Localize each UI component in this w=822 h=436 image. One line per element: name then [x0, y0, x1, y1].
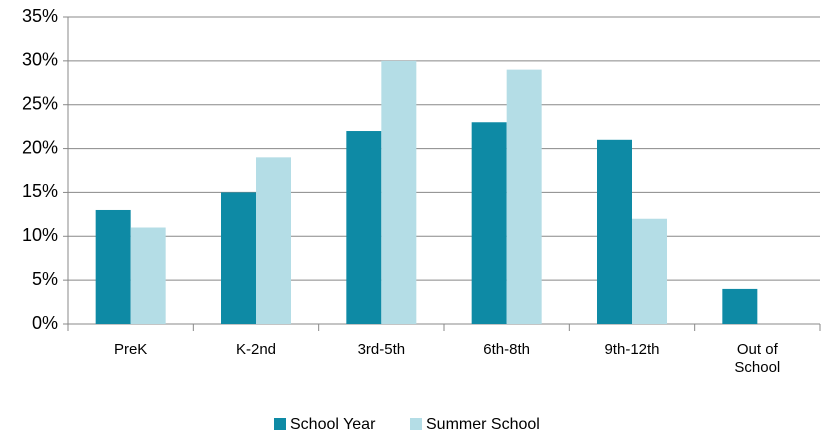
bar: [632, 218, 667, 324]
y-tick-label: 10%: [22, 225, 58, 245]
bar: [221, 192, 256, 324]
legend-label: Summer School: [426, 416, 540, 433]
bar: [346, 131, 382, 324]
x-tick-label: 6th-8th: [483, 341, 530, 358]
legend-label: School Year: [290, 416, 376, 433]
y-tick-label: 25%: [22, 93, 58, 113]
legend-swatch: [274, 418, 286, 430]
bar: [506, 69, 542, 324]
bar: [130, 227, 166, 324]
y-tick-label: 15%: [22, 181, 58, 201]
x-tick-label: 9th-12th: [604, 341, 660, 358]
y-tick-label: 0%: [32, 313, 58, 333]
bar: [722, 288, 758, 324]
x-tick-label: 3rd-5th: [357, 341, 406, 358]
y-tick-label: 20%: [22, 137, 58, 157]
bar: [597, 139, 632, 324]
y-tick-label: 35%: [22, 6, 58, 26]
bar: [95, 209, 131, 324]
bar: [381, 60, 417, 324]
y-tick-label: 30%: [22, 50, 58, 70]
x-tick-label: Out of School: [734, 341, 781, 376]
x-tick-label: K-2nd: [235, 341, 277, 358]
bar: [471, 122, 507, 324]
x-tick-label: PreK: [113, 341, 148, 358]
legend-swatch: [410, 418, 422, 430]
y-tick-label: 5%: [32, 269, 58, 289]
bar: [256, 157, 291, 324]
